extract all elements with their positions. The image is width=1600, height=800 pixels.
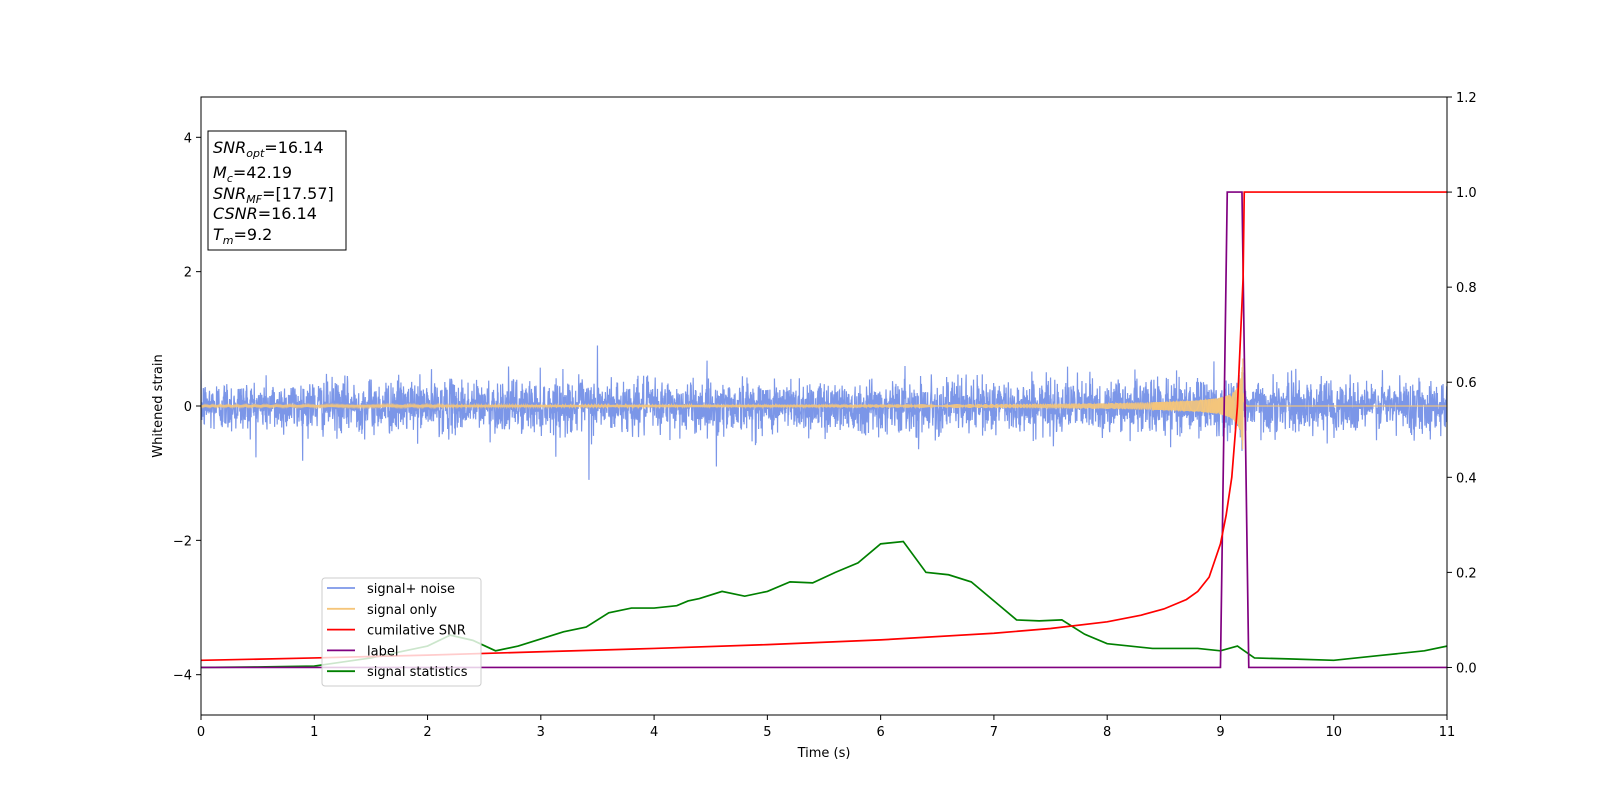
y-left-tick-label: 2 — [184, 266, 192, 281]
annotation-value: =[17.57] — [262, 184, 334, 203]
annotation-symbol: M — [213, 163, 227, 182]
x-axis-label: Time (s) — [797, 746, 851, 761]
annotation-symbol: SNR — [213, 138, 246, 157]
x-tick-label: 8 — [1103, 725, 1111, 740]
y-right-tick-label: 1.0 — [1456, 186, 1477, 201]
annotation-box: SNRopt=16.14Mc=42.19SNRMF=[17.57]CSNR=16… — [207, 130, 347, 251]
series-signal-statistics-line — [201, 540, 1447, 669]
annotation-line: Tm=9.2 — [213, 225, 272, 247]
axes: 0 1 2 3 4 5 6 7 8 9 10 11 −4 −2 0 2 4 0.0 0.2 0.4 0.6 0.8 1.0 1… — [173, 91, 1477, 740]
x-tick-label: 6 — [876, 725, 884, 740]
annotation-subscript: MF — [246, 193, 262, 206]
y-left-tick-label: 4 — [184, 131, 192, 146]
x-tick-label: 1 — [310, 725, 318, 740]
legend-label: signal only — [367, 603, 437, 618]
legend-label: cumilative SNR — [367, 624, 466, 639]
annotation-subscript: m — [223, 234, 234, 247]
y-right-tick-label: 1.2 — [1456, 91, 1477, 106]
annotation-value: =16.14 — [258, 204, 317, 223]
x-tick-label: 10 — [1325, 725, 1342, 740]
annotation-line: SNRMF=[17.57] — [213, 184, 334, 206]
y-right-tick-label: 0.8 — [1456, 281, 1477, 296]
annotation-line: Mc=42.19 — [213, 163, 292, 185]
legend-label: signal+ noise — [367, 582, 455, 597]
series-signal-only-chirp — [1151, 358, 1249, 441]
y-left-tick-label: −2 — [173, 534, 192, 549]
y-right-tick-label: 0.4 — [1456, 471, 1477, 486]
x-tick-label: 5 — [763, 725, 771, 740]
annotation-frame — [207, 130, 347, 251]
x-tick-label: 9 — [1216, 725, 1224, 740]
annotation-value: =9.2 — [234, 225, 273, 244]
legend-label: label — [367, 644, 398, 659]
plot-area — [201, 191, 1447, 669]
x-tick-label: 4 — [650, 725, 658, 740]
annotation-symbol: T — [213, 225, 224, 244]
legend: signal+ noise signal only cumilative SNR la… — [321, 577, 482, 687]
annotation-line: SNRopt=16.14 — [213, 138, 324, 160]
x-tick-label: 11 — [1439, 725, 1456, 740]
annotation-value: =16.14 — [264, 138, 323, 157]
x-tick-label: 3 — [537, 725, 545, 740]
x-tick-label: 0 — [197, 725, 205, 740]
series-group — [201, 191, 1447, 669]
legend-label: signal statistics — [367, 665, 468, 680]
y-axis-label: Whitened strain — [151, 354, 166, 457]
annotation-value: =42.19 — [233, 163, 292, 182]
annotation-subscript: opt — [246, 147, 265, 160]
series-cumulative-snr-line — [201, 191, 1447, 662]
x-tick-label: 2 — [423, 725, 431, 740]
y-right-tick-label: 0.0 — [1456, 661, 1477, 676]
annotation-subscript: c — [227, 172, 233, 185]
y-left-tick-label: −4 — [173, 669, 192, 684]
annotation-symbol: SNR — [213, 184, 246, 203]
annotation-symbol: CSNR — [213, 204, 258, 223]
annotation-line: CSNR=16.14 — [213, 204, 317, 223]
y-right-tick-label: 0.6 — [1456, 376, 1477, 391]
x-tick-label: 7 — [990, 725, 998, 740]
y-left-tick-label: 0 — [184, 400, 192, 415]
y-right-tick-label: 0.2 — [1456, 566, 1477, 581]
series-label-line — [201, 191, 1447, 669]
legend-frame — [321, 577, 482, 687]
